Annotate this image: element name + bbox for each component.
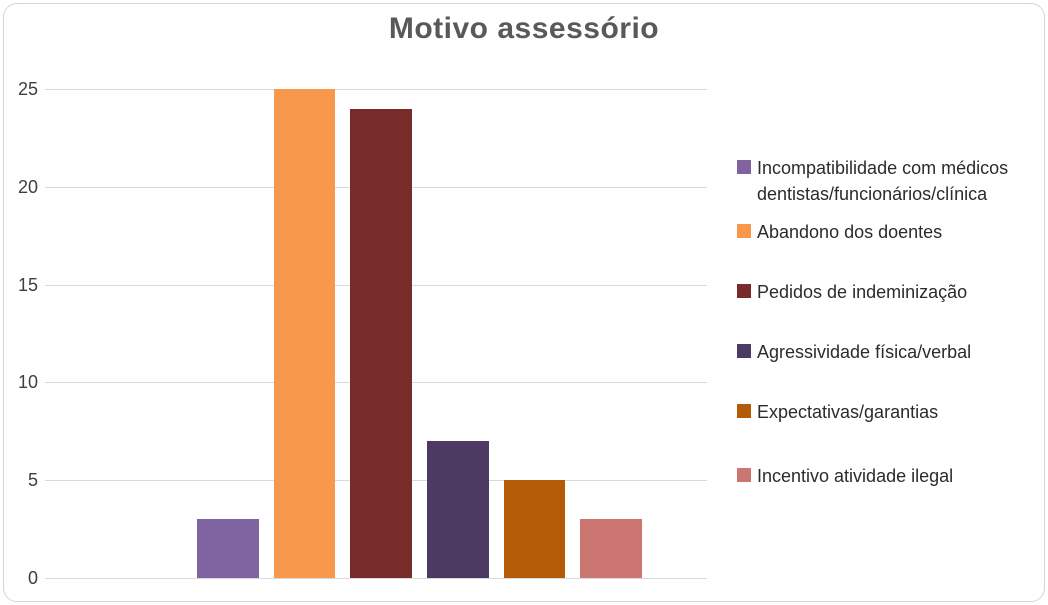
legend-swatch	[737, 160, 751, 174]
y-axis-tick-label: 25	[17, 79, 38, 99]
legend-swatch	[737, 344, 751, 358]
y-axis-tick-label: 10	[17, 372, 38, 393]
y-axis-tick-label: 20	[17, 176, 38, 197]
gridline	[45, 89, 707, 90]
gridline	[45, 578, 707, 579]
y-axis: 0 5 10 15 20 25	[0, 0, 40, 605]
legend-label: Agressividade física/verbal	[757, 342, 972, 362]
plot-area	[45, 89, 707, 579]
bar-6[interactable]	[580, 519, 643, 578]
bar-1[interactable]	[197, 519, 259, 578]
bar-4[interactable]	[427, 441, 489, 578]
legend-swatch	[737, 284, 751, 298]
bar-2[interactable]	[273, 89, 336, 578]
bar-group	[197, 89, 643, 578]
legend-swatch	[737, 404, 751, 418]
legend-entry[interactable]: Expectativas/garantias	[737, 399, 1039, 425]
legend-label: Abandono dos doentes	[757, 222, 943, 242]
legend-entry[interactable]: Abandono dos doentes	[737, 219, 1039, 245]
legend-label: Expectativas/garantias	[757, 402, 939, 422]
y-axis-tick-label: 15	[17, 274, 38, 295]
chart-title: Motivo assessório	[388, 12, 660, 45]
legend-label: Incompatibilidade com médicos dentistas/…	[757, 158, 1009, 204]
legend-entry[interactable]: Agressividade física/verbal	[737, 339, 1039, 365]
legend-swatch	[737, 224, 751, 238]
y-axis-tick-label: 0	[27, 568, 38, 588]
y-axis-tick-label: 5	[27, 470, 38, 491]
legend-label: Pedidos de indeminização	[757, 282, 968, 302]
legend-entry[interactable]: Incompatibilidade com médicos dentistas/…	[737, 155, 1039, 207]
legend-label: Incentivo atividade ilegal	[757, 466, 954, 486]
legend-entry[interactable]: Incentivo atividade ilegal	[737, 463, 1039, 489]
bar-3[interactable]	[350, 108, 413, 578]
legend-entry[interactable]: Pedidos de indeminização	[737, 279, 1039, 305]
legend: Incompatibilidade com médicos dentistas/…	[737, 0, 1039, 605]
bar-5[interactable]	[503, 480, 566, 578]
legend-swatch	[737, 468, 751, 482]
